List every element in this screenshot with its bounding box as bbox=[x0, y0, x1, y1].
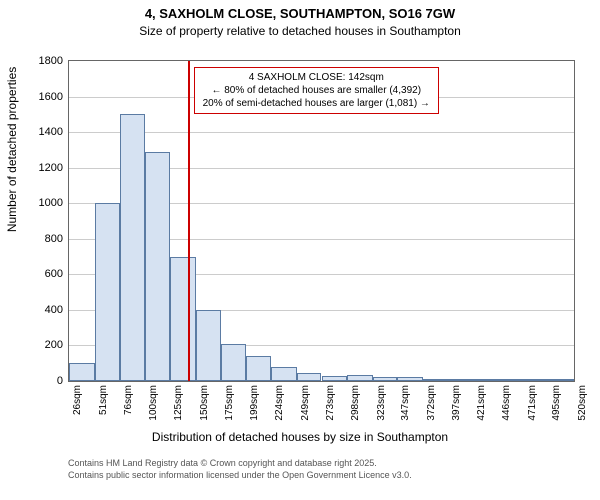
histogram-bar bbox=[347, 375, 373, 381]
y-tick-label: 400 bbox=[45, 304, 63, 316]
gridline bbox=[69, 132, 574, 133]
y-tick-label: 1000 bbox=[39, 197, 63, 209]
annotation-line3: 20% of semi-detached houses are larger (… bbox=[203, 98, 430, 109]
x-tick-label: 520sqm bbox=[577, 385, 588, 421]
title-line2: Size of property relative to detached ho… bbox=[139, 24, 461, 38]
annotation-line2: ← 80% of detached houses are smaller (4,… bbox=[211, 85, 421, 96]
x-tick-label: 51sqm bbox=[98, 385, 109, 415]
title-line1: 4, SAXHOLM CLOSE, SOUTHAMPTON, SO16 7GW bbox=[145, 6, 455, 21]
histogram-bar bbox=[120, 114, 145, 381]
histogram-bar bbox=[498, 379, 524, 381]
y-tick-label: 0 bbox=[57, 375, 63, 387]
x-tick-label: 347sqm bbox=[400, 385, 411, 421]
y-tick-label: 800 bbox=[45, 233, 63, 245]
x-tick-label: 323sqm bbox=[376, 385, 387, 421]
x-tick-label: 199sqm bbox=[249, 385, 260, 421]
y-tick-label: 600 bbox=[45, 268, 63, 280]
footer-attribution: Contains HM Land Registry data © Crown c… bbox=[68, 458, 412, 481]
histogram-bar bbox=[196, 310, 222, 381]
x-tick-label: 397sqm bbox=[451, 385, 462, 421]
histogram-bar bbox=[473, 379, 499, 381]
footer-line2: Contains public sector information licen… bbox=[68, 470, 412, 480]
plot-area: 0200400600800100012001400160018004 SAXHO… bbox=[68, 60, 575, 382]
x-tick-label: 273sqm bbox=[325, 385, 336, 421]
x-tick-label: 471sqm bbox=[527, 385, 538, 421]
y-tick-label: 1800 bbox=[39, 55, 63, 67]
property-marker-line bbox=[188, 61, 190, 381]
histogram-bar bbox=[246, 356, 272, 381]
x-tick-label: 446sqm bbox=[501, 385, 512, 421]
y-tick-label: 200 bbox=[45, 339, 63, 351]
x-tick-label: 125sqm bbox=[173, 385, 184, 421]
histogram-bar bbox=[423, 379, 449, 381]
x-tick-label: 249sqm bbox=[300, 385, 311, 421]
histogram-bar bbox=[221, 344, 246, 381]
x-tick-label: 175sqm bbox=[224, 385, 235, 421]
x-tick-label: 224sqm bbox=[274, 385, 285, 421]
histogram-bar bbox=[397, 377, 423, 381]
histogram-bar bbox=[170, 257, 196, 381]
x-tick-label: 150sqm bbox=[199, 385, 210, 421]
x-tick-label: 100sqm bbox=[148, 385, 159, 421]
histogram-bar bbox=[297, 373, 322, 381]
x-tick-label: 372sqm bbox=[426, 385, 437, 421]
histogram-bar bbox=[548, 379, 574, 381]
histogram-bar bbox=[322, 376, 348, 381]
x-tick-label: 76sqm bbox=[123, 385, 134, 415]
histogram-bar bbox=[448, 379, 473, 381]
y-tick-label: 1200 bbox=[39, 162, 63, 174]
histogram-bar bbox=[524, 379, 549, 381]
y-tick-label: 1400 bbox=[39, 126, 63, 138]
histogram-bar bbox=[373, 377, 398, 381]
chart-container: 4, SAXHOLM CLOSE, SOUTHAMPTON, SO16 7GW … bbox=[0, 0, 600, 500]
annotation-line1: 4 SAXHOLM CLOSE: 142sqm bbox=[249, 72, 384, 83]
annotation-box: 4 SAXHOLM CLOSE: 142sqm ← 80% of detached… bbox=[194, 67, 439, 114]
x-axis-label: Distribution of detached houses by size … bbox=[0, 430, 600, 444]
y-axis-label: Number of detached properties bbox=[5, 67, 19, 232]
histogram-bar bbox=[271, 367, 297, 381]
x-tick-label: 495sqm bbox=[551, 385, 562, 421]
footer-line1: Contains HM Land Registry data © Crown c… bbox=[68, 458, 377, 468]
histogram-bar bbox=[95, 203, 121, 381]
x-tick-label: 298sqm bbox=[350, 385, 361, 421]
chart-title: 4, SAXHOLM CLOSE, SOUTHAMPTON, SO16 7GW … bbox=[0, 0, 600, 40]
x-tick-label: 26sqm bbox=[72, 385, 83, 415]
x-tick-label: 421sqm bbox=[476, 385, 487, 421]
histogram-bar bbox=[145, 152, 171, 381]
y-tick-label: 1600 bbox=[39, 91, 63, 103]
histogram-bar bbox=[69, 363, 95, 381]
